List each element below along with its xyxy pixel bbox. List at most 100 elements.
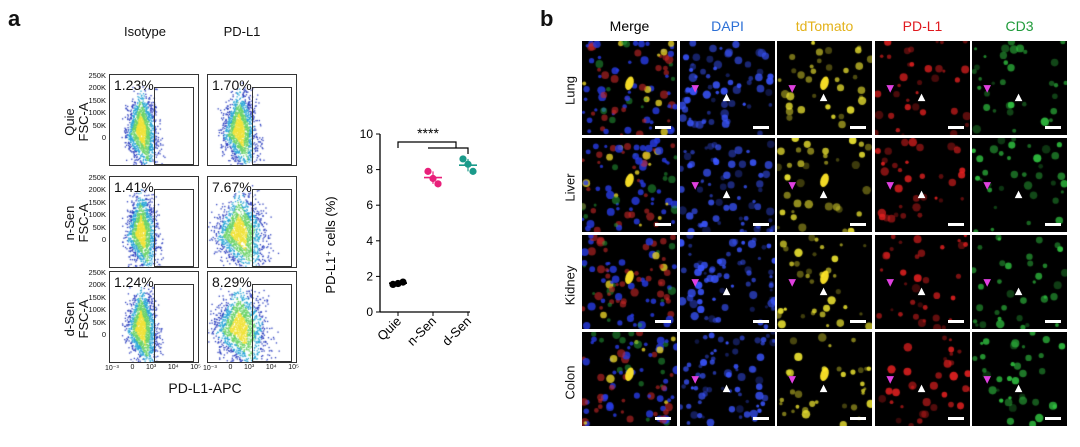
micrograph-liver-pd-l1 bbox=[874, 138, 970, 232]
x-tick-label: d-Sen bbox=[439, 314, 474, 349]
micrograph-lung-tdtomato bbox=[777, 41, 872, 135]
micrograph-liver-cd3 bbox=[972, 138, 1067, 232]
flow-yticks-row2: 250K 200K 150K 100K 50K 0 bbox=[78, 172, 106, 246]
micrograph-colon-merge bbox=[582, 332, 677, 426]
channel-cd3: CD3 bbox=[1005, 18, 1034, 34]
gate bbox=[154, 87, 194, 165]
gate bbox=[252, 87, 292, 165]
arrowheads bbox=[788, 376, 828, 393]
arrowheads bbox=[690, 376, 730, 393]
magenta-arrowhead bbox=[788, 376, 796, 384]
ytick: 100K bbox=[88, 108, 106, 118]
micrograph-kidney-cd3 bbox=[972, 235, 1067, 329]
arrowheads bbox=[788, 85, 828, 102]
flow-xlabel: PD-L1-APC bbox=[168, 380, 242, 396]
ytick: 250K bbox=[88, 71, 106, 80]
micrograph-texture bbox=[582, 41, 677, 135]
ytick: 50K bbox=[92, 317, 106, 327]
data-point bbox=[434, 180, 442, 188]
arrowheads bbox=[690, 279, 730, 296]
gate-percent: 8.29% bbox=[212, 274, 252, 290]
x-tick-label: Quie bbox=[374, 314, 404, 344]
row-label-nsen-name: n-Sen bbox=[62, 205, 77, 241]
tissue-kidney: Kidney bbox=[562, 265, 578, 306]
row-label-dsen-name: d-Sen bbox=[62, 301, 77, 337]
scale-bar bbox=[850, 126, 866, 129]
micrograph-texture bbox=[582, 138, 677, 232]
micrograph-kidney-tdtomato bbox=[777, 235, 872, 329]
ytick: 0 bbox=[101, 133, 106, 143]
gate-percent: 1.24% bbox=[114, 274, 154, 290]
flow-xticks-isotype: 10⁻³ 0 10³ 10⁴ 10⁵ bbox=[105, 364, 201, 372]
flow-plot-nsen-pdl1: 7.67% bbox=[207, 176, 297, 268]
channel-pdl1: PD-L1 bbox=[902, 18, 943, 34]
ytick: 200K bbox=[88, 280, 106, 290]
scale-bar bbox=[1045, 223, 1061, 226]
magenta-arrowhead bbox=[983, 182, 991, 190]
pdl1-header: PD-L1 bbox=[223, 24, 261, 39]
micrograph-liver-dapi bbox=[679, 138, 775, 232]
channel-merge: Merge bbox=[609, 18, 650, 34]
arrowheads bbox=[885, 279, 925, 296]
y-tick-label: 8 bbox=[366, 163, 373, 177]
gate-percent: 7.67% bbox=[212, 179, 252, 195]
white-arrowhead bbox=[819, 287, 828, 296]
arrowheads bbox=[983, 182, 1023, 199]
magenta-arrowhead bbox=[885, 85, 894, 93]
data-point bbox=[469, 167, 477, 175]
micrograph-colon-tdtomato bbox=[777, 332, 872, 426]
xtick: 0 bbox=[228, 364, 233, 371]
y-tick-label: 10 bbox=[360, 127, 374, 141]
flow-plot-dsen-isotype: 1.24% bbox=[109, 271, 199, 363]
white-arrowhead bbox=[917, 190, 925, 199]
micrograph-liver-tdtomato bbox=[777, 138, 872, 232]
ytick: 0 bbox=[101, 235, 106, 245]
white-arrowhead bbox=[1014, 287, 1023, 296]
white-arrowhead bbox=[819, 384, 828, 393]
flow-plot-dsen-pdl1: 8.29% bbox=[207, 271, 297, 363]
scale-bar bbox=[752, 126, 769, 129]
arrowheads bbox=[788, 182, 828, 199]
micrograph-colon-dapi bbox=[679, 332, 775, 426]
white-arrowhead bbox=[917, 287, 925, 296]
arrowheads bbox=[788, 279, 828, 296]
channel-dapi: DAPI bbox=[711, 18, 744, 34]
white-arrowhead bbox=[1014, 190, 1023, 199]
xtick: 10⁵ bbox=[288, 364, 299, 371]
panel-a-letter: a bbox=[8, 6, 21, 31]
significance-label: **** bbox=[417, 125, 439, 141]
magenta-arrowhead bbox=[788, 182, 796, 190]
y-tick-label: 4 bbox=[366, 234, 373, 248]
arrowheads bbox=[983, 85, 1023, 102]
ytick: 0 bbox=[101, 330, 106, 340]
micrograph-colon-pd-l1 bbox=[874, 332, 970, 426]
gate-percent: 1.23% bbox=[114, 77, 154, 93]
scale-bar bbox=[1045, 126, 1061, 129]
arrowheads bbox=[885, 376, 925, 393]
significance-bracket bbox=[397, 141, 469, 154]
xtick: 10⁵ bbox=[190, 364, 201, 371]
white-arrowhead bbox=[722, 93, 730, 102]
gate bbox=[252, 284, 292, 362]
white-arrowhead bbox=[917, 93, 925, 102]
isotype-header: Isotype bbox=[124, 24, 166, 39]
scale-bar bbox=[850, 223, 866, 226]
arrowheads bbox=[885, 182, 925, 199]
y-axis-label: PD-L1⁺ cells (%) bbox=[323, 196, 338, 293]
x-tick-label: n-Sen bbox=[404, 314, 439, 349]
micrograph-lung-pd-l1 bbox=[874, 41, 970, 135]
white-arrowhead bbox=[819, 190, 828, 199]
panel-b-letter: b bbox=[540, 6, 554, 31]
flow-plot-nsen-isotype: 1.41% bbox=[109, 176, 199, 268]
xtick: 10⁴ bbox=[167, 364, 179, 371]
tissue-lung: Lung bbox=[562, 76, 578, 105]
ytick: 150K bbox=[88, 95, 106, 105]
magenta-arrowhead bbox=[885, 182, 894, 190]
scale-bar bbox=[947, 417, 964, 420]
arrowheads bbox=[690, 182, 730, 199]
magenta-arrowhead bbox=[788, 85, 796, 93]
scale-bar bbox=[1045, 417, 1061, 420]
scale-bar bbox=[655, 126, 671, 129]
micrograph-kidney-dapi bbox=[679, 235, 775, 329]
scale-bar bbox=[850, 320, 866, 323]
